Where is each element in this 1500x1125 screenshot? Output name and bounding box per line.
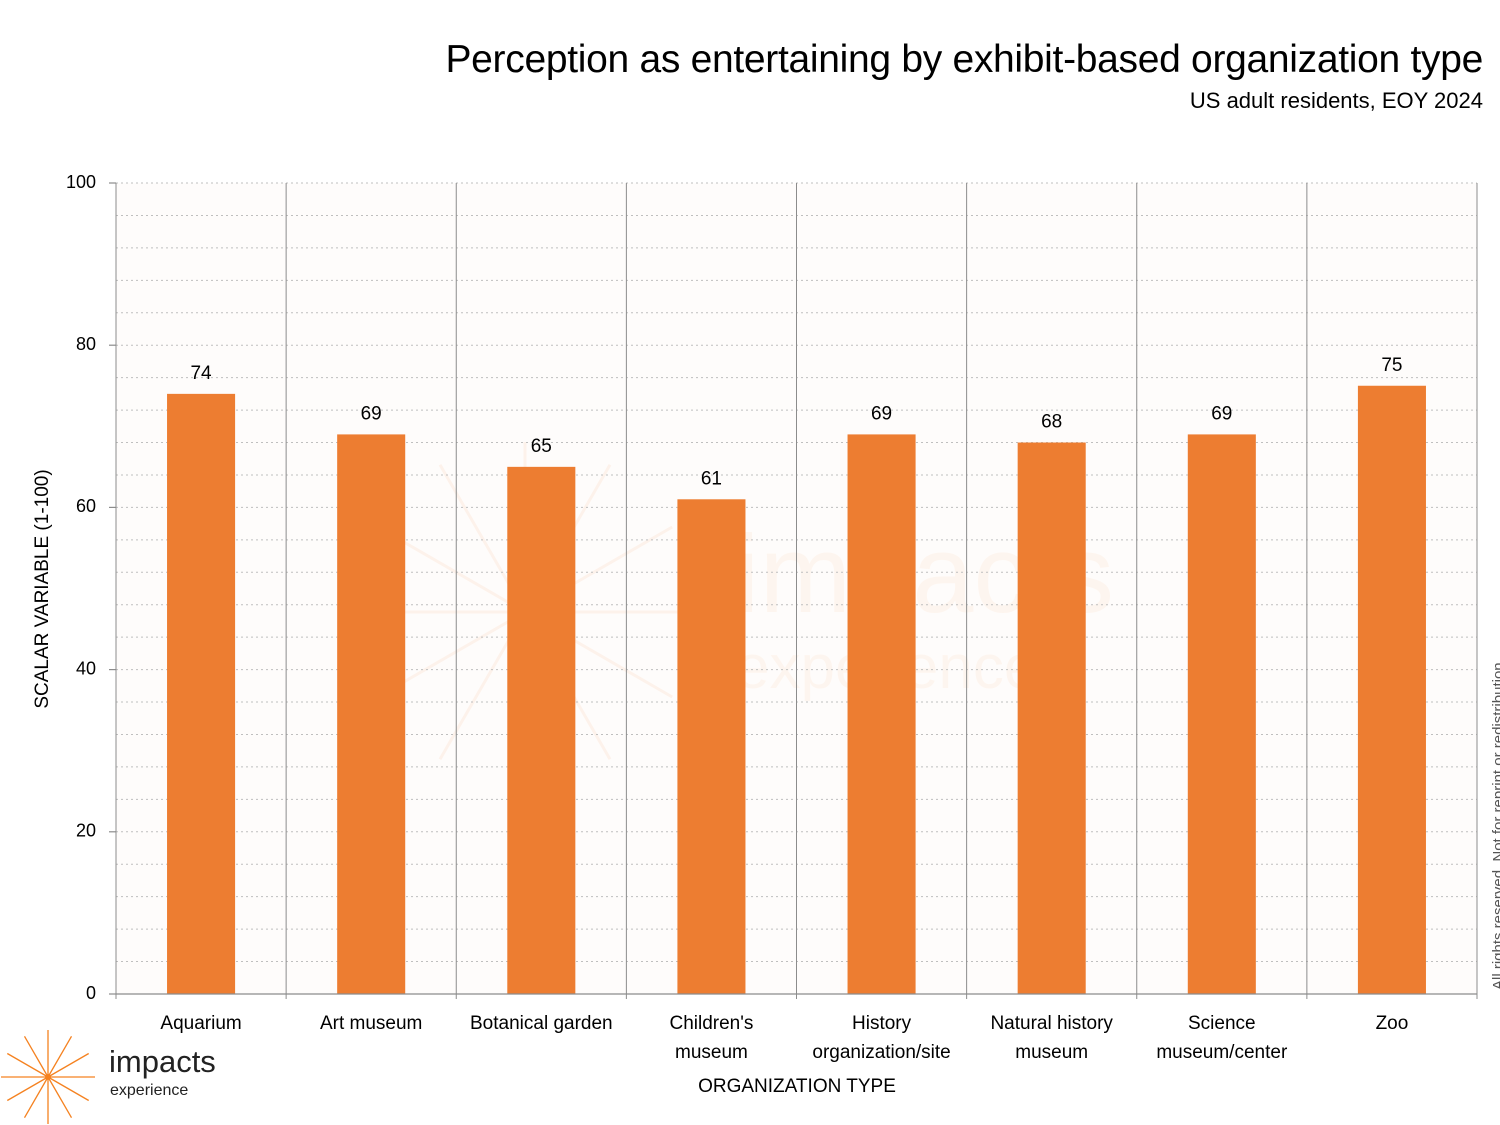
data-label: 69 (1211, 403, 1232, 424)
y-tick-label: 60 (76, 496, 96, 516)
x-tick-label: History (852, 1013, 912, 1034)
data-label: 69 (361, 403, 382, 424)
data-label: 68 (1041, 412, 1062, 433)
x-tick-label: Zoo (1376, 1013, 1409, 1034)
axes (109, 182, 1477, 995)
x-tick-label: Aquarium (160, 1013, 241, 1034)
bar (677, 499, 746, 994)
starburst-icon (1, 1030, 95, 1124)
logo-ray (6, 1076, 49, 1102)
y-axis-title: SCALAR VARIABLE (1-100) (32, 469, 53, 708)
x-tick-label: organization/site (812, 1042, 950, 1063)
logo-ray (23, 1076, 49, 1119)
y-tick-labels: 0 20 40 60 80 100 (66, 172, 96, 1003)
y-tick-label: 0 (86, 983, 96, 1003)
y-tick-label: 80 (76, 334, 96, 354)
x-tick-label: Science (1188, 1013, 1256, 1034)
logo-ray (23, 1035, 49, 1078)
x-tick-label: museum (675, 1042, 748, 1063)
data-label: 61 (701, 468, 722, 489)
logo-subtitle: experience (110, 1082, 189, 1099)
logo-ray (6, 1052, 49, 1078)
data-label: 75 (1381, 355, 1402, 376)
logo-ray (47, 1052, 90, 1078)
category-separators (115, 183, 1478, 999)
y-tick-label: 40 (76, 658, 96, 678)
x-tick-label: Children's (669, 1013, 753, 1034)
data-label: 74 (190, 363, 212, 384)
x-axis-title: ORGANIZATION TYPE (698, 1076, 896, 1097)
logo-ray (47, 1035, 73, 1078)
x-tick-label: Botanical garden (470, 1013, 613, 1034)
bar (337, 434, 406, 994)
logo-center (45, 1074, 51, 1080)
bar (507, 466, 576, 995)
logo-ray (47, 1076, 90, 1102)
y-tick-label: 20 (76, 821, 96, 841)
x-tick-label: Art museum (320, 1013, 422, 1034)
x-tick-label: museum (1015, 1042, 1088, 1063)
bar (1187, 434, 1256, 994)
copyright-notice: All rights reserved. Not for reprint or … (1490, 658, 1500, 990)
y-tick-label: 100 (66, 172, 96, 192)
x-tick-label: Natural history (990, 1013, 1113, 1034)
bar (1017, 442, 1086, 994)
bar (167, 393, 236, 994)
bars (167, 385, 1426, 995)
x-tick-label: museum/center (1156, 1042, 1288, 1063)
data-label: 69 (871, 403, 892, 424)
chart-title: Perception as entertaining by exhibit-ba… (445, 38, 1483, 81)
chart-subtitle: US adult residents, EOY 2024 (1189, 88, 1483, 113)
data-label: 65 (531, 436, 552, 457)
bar (847, 434, 916, 994)
bar (1357, 385, 1426, 994)
logo-name: impacts (109, 1044, 216, 1079)
x-tick-labels: Aquarium Art museum Botanical garden Childr… (160, 1013, 1408, 1063)
logo-ray (47, 1076, 73, 1119)
data-labels: 74 69 65 61 69 68 69 75 (190, 355, 1402, 490)
